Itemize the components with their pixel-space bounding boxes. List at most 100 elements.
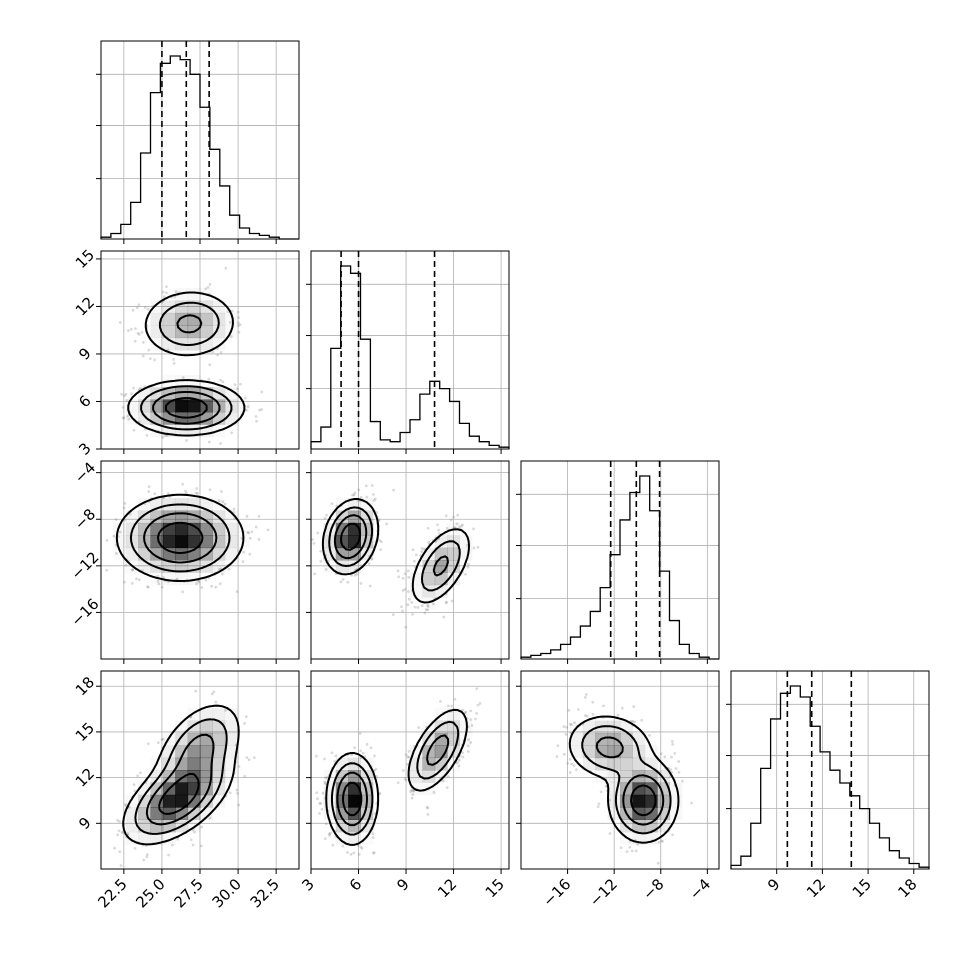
scatter-point (456, 513, 460, 517)
density-cell (175, 757, 189, 771)
scatter-point (235, 590, 239, 593)
scatter-point (122, 580, 126, 584)
scatter-point (254, 525, 258, 529)
scatter-point (325, 513, 328, 517)
density-cell (632, 794, 646, 808)
scatter-point (129, 327, 133, 331)
y-tick-label-p3: 12 (72, 765, 98, 791)
scatter-point (228, 791, 232, 795)
scatter-point (420, 604, 424, 608)
scatter-point (156, 741, 160, 745)
scatter-point (245, 514, 249, 518)
scatter-point (670, 739, 674, 743)
density-blocks (570, 720, 683, 845)
density-cell (607, 794, 621, 808)
scatter-point (156, 574, 160, 578)
scatter-points (314, 687, 482, 856)
scatter-point (467, 738, 470, 742)
density-cell (162, 300, 176, 314)
scatter-point (320, 807, 324, 811)
scatter-point (208, 283, 212, 286)
density-cell (620, 770, 633, 783)
scatter-point (346, 580, 350, 584)
scatter-point (219, 378, 223, 382)
scatter-point (472, 546, 476, 550)
scatter-point (181, 482, 185, 486)
x-tick-label-p3: 15 (849, 875, 875, 901)
scatter-point (608, 832, 612, 835)
density-cell (162, 312, 176, 326)
scatter-point (407, 597, 411, 601)
hist-panel-p1 (306, 250, 510, 450)
scatter-point (367, 562, 371, 566)
density-cell (200, 312, 213, 326)
scatter-point (573, 721, 576, 725)
scatter-point (194, 491, 198, 495)
contour-level-4 (158, 772, 200, 815)
density-cell (200, 325, 213, 339)
scatter-point (232, 507, 236, 511)
contour-level-4 (340, 522, 362, 551)
scatter-point (227, 567, 231, 571)
scatter-point (455, 522, 459, 526)
x-tick-label-p1: 3 (298, 875, 317, 894)
density-cell (138, 399, 151, 413)
contours (568, 715, 680, 844)
scatter-point (628, 845, 632, 849)
scatter-point (330, 751, 334, 755)
scatter-point (466, 565, 470, 569)
density-cell (162, 510, 176, 524)
scatter-point (153, 358, 156, 362)
axes-frame (520, 460, 720, 660)
scatter-point (453, 697, 457, 701)
contour-level-1 (122, 704, 240, 846)
scatter-point (426, 806, 430, 810)
contour-level-4 (342, 781, 363, 817)
scatter-point (153, 492, 157, 496)
x-tick-label-p3: 18 (894, 875, 920, 901)
contours (321, 497, 470, 604)
density-cell (434, 770, 448, 783)
scatter-point (145, 853, 149, 857)
density-cell (162, 547, 176, 561)
scatter-point (208, 363, 212, 367)
scatter-point (656, 861, 660, 865)
scatter-point (323, 516, 327, 520)
scatter-point (220, 572, 224, 576)
scatter-point (436, 523, 439, 527)
scatter-point (407, 749, 411, 753)
density-cell (187, 522, 201, 536)
scatter-point (221, 380, 225, 384)
scatter-point (208, 488, 212, 492)
scatter-point (208, 816, 212, 820)
scatter-point (403, 587, 407, 591)
scatter-point (315, 791, 319, 795)
scatter-point (161, 436, 165, 440)
scatter-point (244, 715, 248, 718)
density-cell (138, 411, 151, 425)
density-cell (644, 819, 658, 833)
scatter-point (161, 290, 165, 294)
scatter-point (173, 295, 177, 299)
density-cell (212, 325, 226, 339)
scatter-point (255, 419, 258, 423)
histogram-p0 (100, 55, 299, 240)
scatter-point (411, 789, 414, 793)
scatter-point (118, 530, 122, 534)
density-cell (175, 794, 189, 808)
scatter-point (161, 737, 165, 741)
scatter-points (311, 484, 480, 629)
scatter-point (406, 755, 410, 759)
scatter-point (403, 777, 407, 781)
contour-level-3 (336, 734, 450, 827)
scatter-point (236, 792, 239, 795)
scatter-point (585, 714, 589, 718)
scatter-point (139, 771, 142, 775)
scatter-point (124, 563, 128, 567)
y-tick-label-p1: 6 (75, 392, 94, 411)
scatter-point (241, 560, 245, 563)
scatter-point (379, 548, 383, 551)
scatter-point (247, 758, 251, 762)
scatter-point (371, 836, 375, 839)
scatter-point (172, 358, 175, 361)
